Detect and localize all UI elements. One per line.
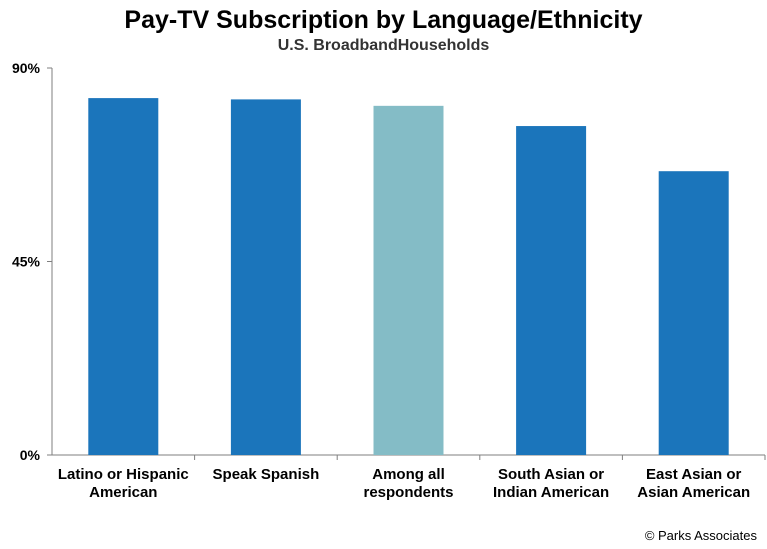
chart-title: Pay-TV Subscription by Language/Ethnicit… [124, 6, 643, 34]
x-tick-label: Among all respondents [363, 466, 453, 501]
copyright-text: © Parks Associates [644, 528, 757, 543]
bar [230, 99, 301, 455]
bar [373, 105, 444, 455]
bar [88, 98, 159, 455]
x-tick-label: South Asian or Indian American [493, 466, 609, 501]
y-tick-label: 45% [12, 254, 41, 270]
chart-subtitle: U.S. BroadbandHouseholds [277, 37, 490, 54]
x-tick-label: Latino or Hispanic American [58, 466, 189, 501]
y-tick-label: 0% [20, 447, 41, 463]
bar [658, 171, 729, 455]
x-tick-label: Speak Spanish [213, 466, 320, 483]
bar [516, 126, 587, 456]
y-tick-label: 90% [12, 60, 41, 76]
x-tick-label: East Asian or Asian American [637, 466, 750, 501]
